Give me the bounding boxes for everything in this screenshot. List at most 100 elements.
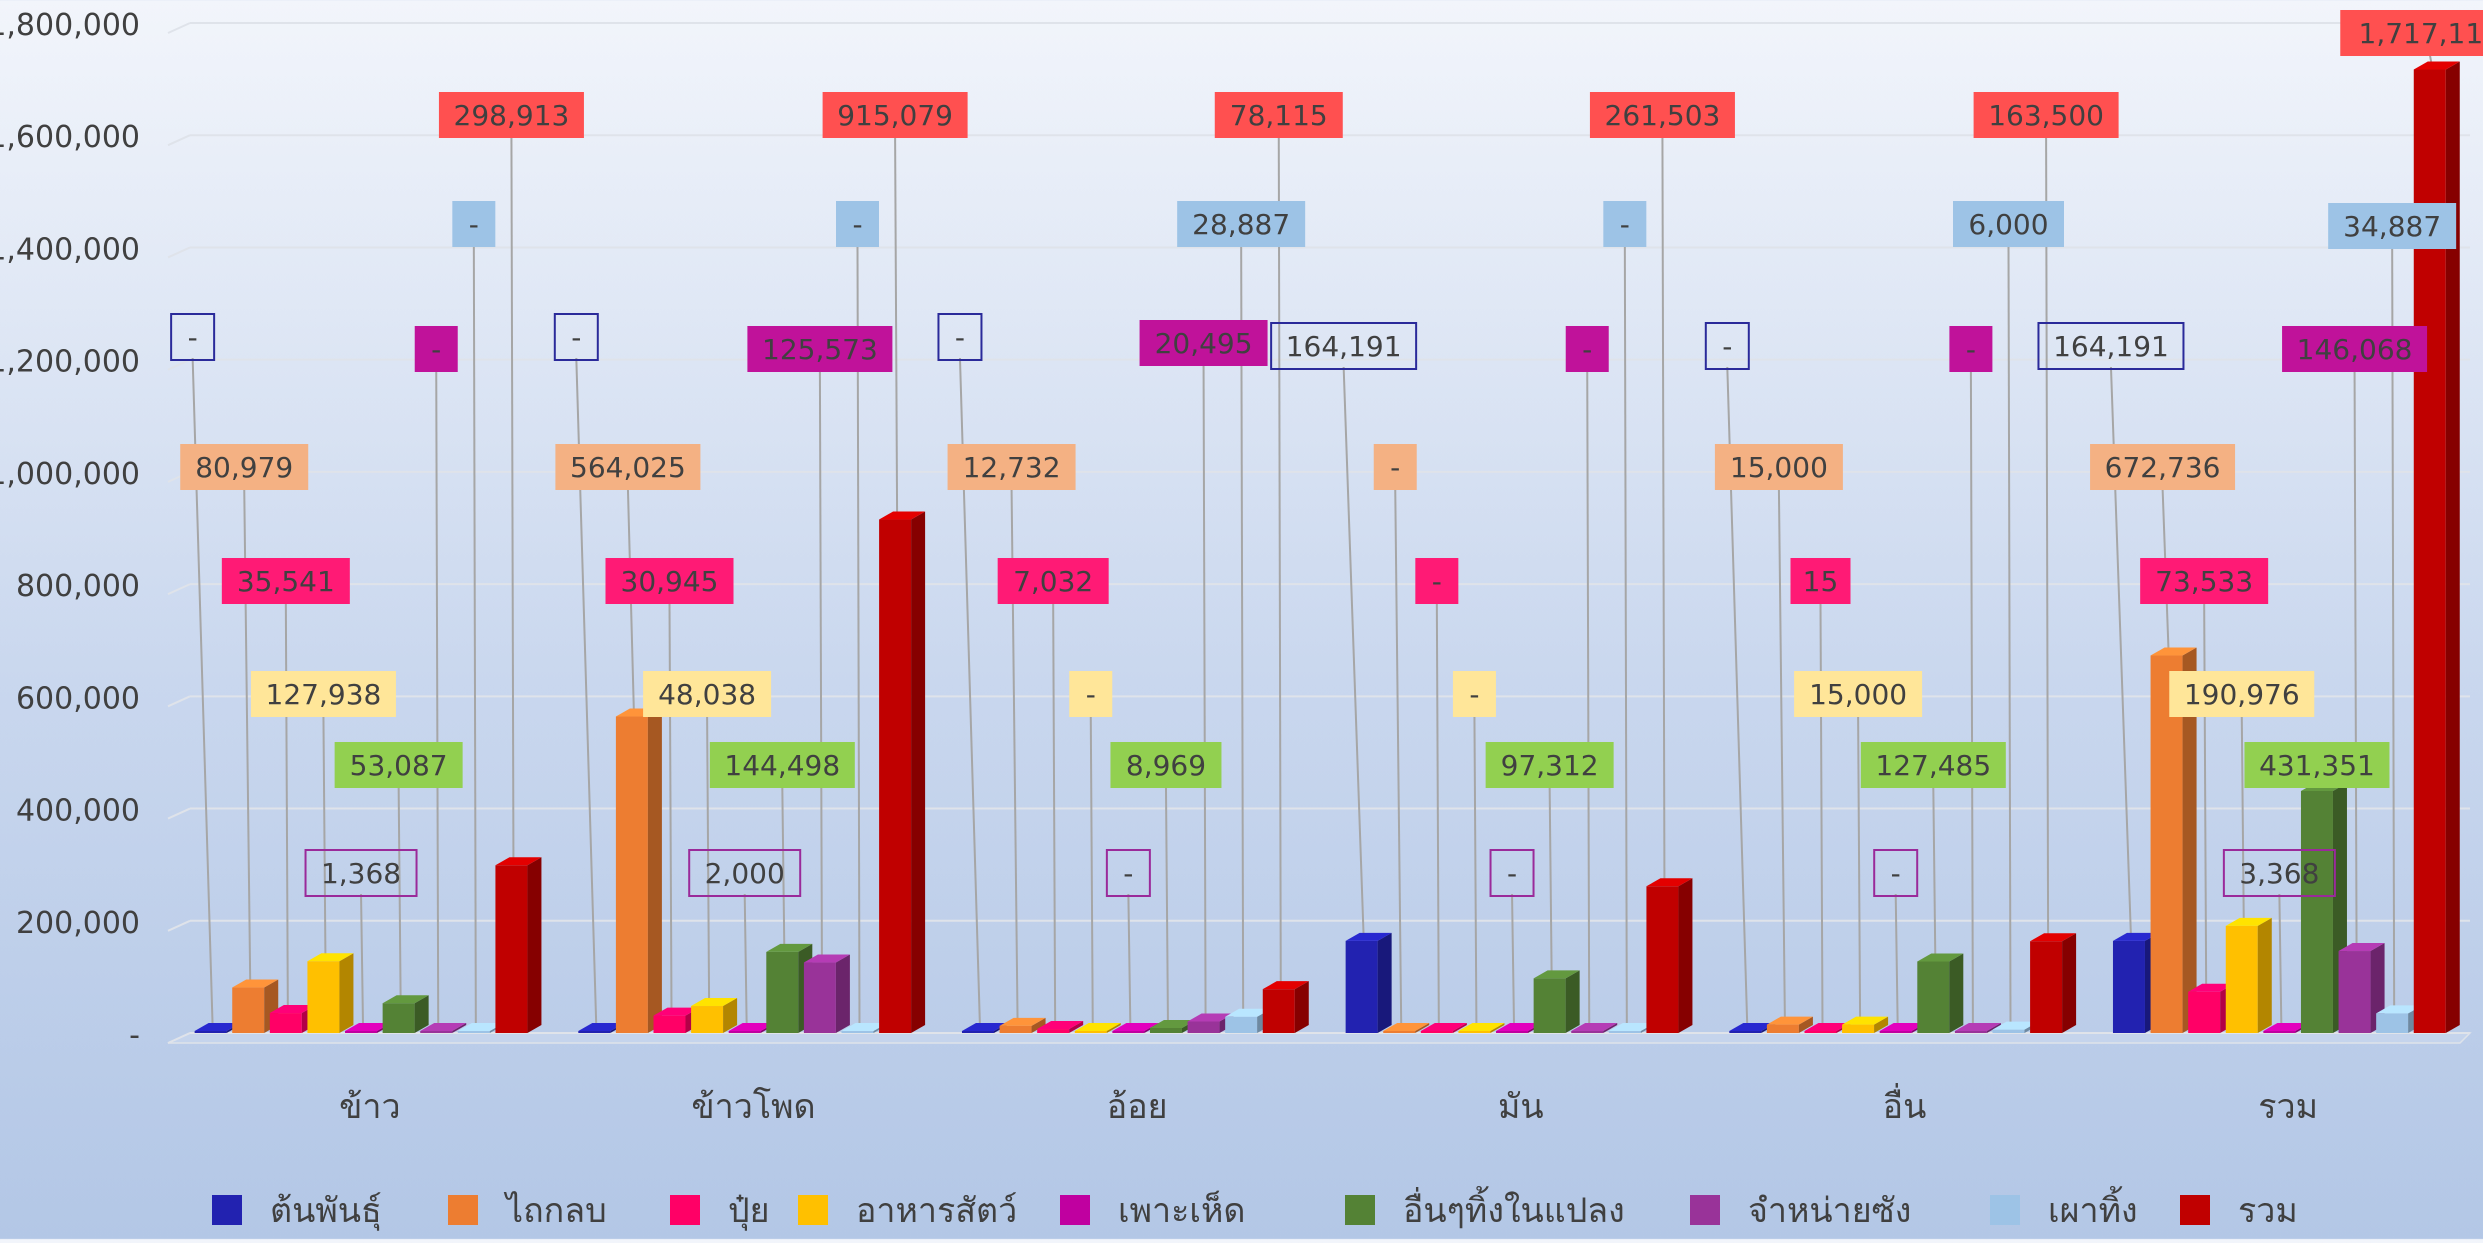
data-label-box xyxy=(1953,201,2064,247)
leader-line xyxy=(1969,369,1974,1028)
data-label-box xyxy=(438,92,584,138)
leader-line xyxy=(743,893,748,1028)
bar-side xyxy=(1949,953,1964,1033)
bar-top xyxy=(1992,1021,2039,1030)
data-label-box xyxy=(2169,671,2315,717)
bar-top xyxy=(1037,1021,1084,1030)
data-label-box xyxy=(2037,322,2185,370)
leader-line xyxy=(1473,714,1478,1028)
gridline-side xyxy=(167,246,191,259)
data-label: 97,312 xyxy=(1501,749,1599,782)
bar xyxy=(2030,941,2063,1033)
bar-top xyxy=(2263,1023,2310,1031)
data-label: 20,495 xyxy=(1155,327,1253,360)
data-label-box xyxy=(1373,444,1417,490)
bar xyxy=(1992,1029,2025,1033)
legend-label: จำหน่ายซัง xyxy=(1748,1191,1911,1231)
bar xyxy=(269,1013,302,1033)
bar-top xyxy=(2376,1005,2423,1014)
leader-line xyxy=(322,714,327,958)
data-label: - xyxy=(1891,857,1901,890)
bar-top xyxy=(1766,1016,1813,1025)
bar-top xyxy=(457,1023,504,1031)
leader-line xyxy=(668,601,673,1012)
bar-top xyxy=(1571,1023,1618,1031)
gridline-side xyxy=(167,695,191,708)
data-label-box xyxy=(1214,92,1343,138)
bar xyxy=(1383,1031,1416,1033)
data-label-box xyxy=(2244,742,2390,788)
bar xyxy=(2188,991,2221,1033)
bar-side xyxy=(2445,61,2460,1034)
bar-top xyxy=(1112,1023,1159,1031)
bar-top xyxy=(578,1023,625,1031)
legend-swatch xyxy=(1060,1195,1090,1225)
data-label-box xyxy=(1069,671,1113,717)
legend-label: อื่นๆทิ้งในแปลง xyxy=(1403,1186,1625,1231)
data-label-box xyxy=(747,326,893,372)
bar-side xyxy=(1603,1023,1618,1033)
data-label: - xyxy=(1123,857,1133,890)
data-label: 431,351 xyxy=(2259,749,2375,782)
y-tick-label: 1,800,000 xyxy=(0,8,140,43)
data-label-box xyxy=(1790,558,1851,604)
leader-line xyxy=(1586,369,1591,1028)
data-label-box xyxy=(1973,92,2119,138)
data-label: - xyxy=(1722,330,1732,363)
leader-line xyxy=(360,893,365,1028)
data-label-box xyxy=(304,849,418,897)
bar-top xyxy=(1496,1023,1543,1031)
bar-top xyxy=(1804,1023,1851,1031)
legend-swatch xyxy=(1990,1195,2020,1225)
y-axis: - 200,000 400,000 600,000 800,000 1,000,000 1,… xyxy=(0,8,140,1053)
data-label: 127,485 xyxy=(1875,749,1991,782)
bar xyxy=(1149,1027,1182,1033)
bar-top xyxy=(1842,1016,1889,1025)
data-label-box xyxy=(1489,849,1535,897)
y-tick-label: 1,400,000 xyxy=(0,232,140,267)
data-label-box xyxy=(555,444,701,490)
y-tick-label: - xyxy=(129,1018,140,1053)
leader-line xyxy=(2007,244,2012,1026)
gridline-side xyxy=(167,134,191,147)
bar xyxy=(1225,1016,1258,1033)
leader-line xyxy=(1127,893,1132,1028)
bar-top xyxy=(766,943,813,952)
leader-line xyxy=(1277,135,1282,986)
bar-side xyxy=(1490,1023,1505,1033)
data-label: 3,368 xyxy=(2239,857,2319,890)
bar-top xyxy=(420,1023,467,1031)
bar-top xyxy=(999,1017,1046,1026)
bar xyxy=(420,1031,453,1033)
bar-top xyxy=(495,857,542,866)
bar-side xyxy=(2062,933,2077,1033)
data-label: 298,913 xyxy=(454,99,570,132)
data-label-box xyxy=(180,444,309,490)
bar-top xyxy=(382,995,429,1004)
data-label: 73,533 xyxy=(2155,565,2253,598)
data-label: 80,979 xyxy=(195,451,293,484)
bar xyxy=(1074,1031,1107,1033)
bar-top xyxy=(1646,878,1693,887)
data-label: - xyxy=(571,321,581,354)
bar xyxy=(1842,1024,1875,1033)
bar xyxy=(495,865,528,1033)
data-label-box xyxy=(688,849,802,897)
data-label-box xyxy=(1565,326,1609,372)
x-tick-label: ข้าว xyxy=(339,1087,400,1127)
data-label: 1,368 xyxy=(321,857,401,890)
bar xyxy=(578,1031,611,1033)
bar-top xyxy=(1608,1023,1655,1031)
data-label: 1,717,110 xyxy=(2359,17,2483,50)
data-label: 127,938 xyxy=(266,678,382,711)
bar-side xyxy=(1415,1023,1430,1033)
leader-line xyxy=(1932,785,1937,958)
data-label: - xyxy=(1507,857,1517,890)
data-label-box xyxy=(414,326,458,372)
bar xyxy=(382,1003,415,1033)
bar-top xyxy=(653,1007,700,1016)
bar xyxy=(1608,1031,1641,1033)
bar-side xyxy=(1031,1017,1046,1033)
leader-line xyxy=(1394,487,1403,1028)
